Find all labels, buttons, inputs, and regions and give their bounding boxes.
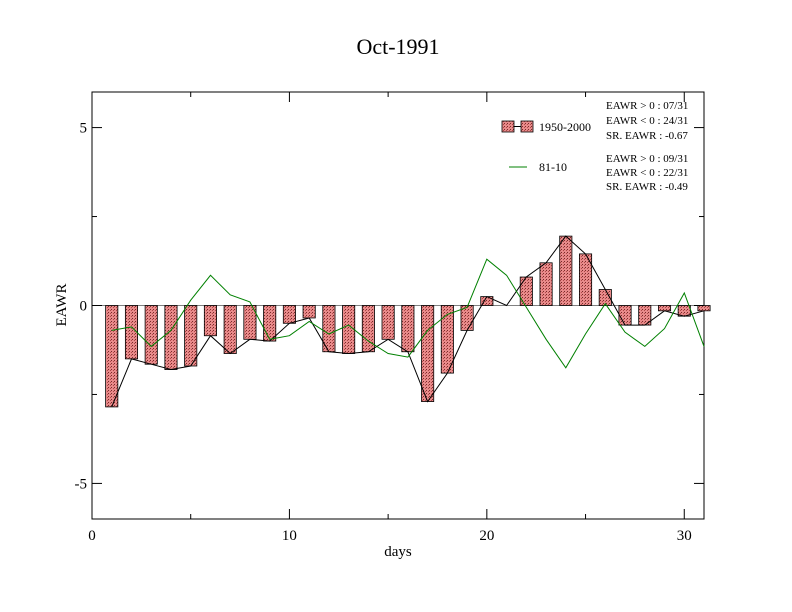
x-axis-label: days bbox=[384, 544, 412, 560]
bar bbox=[302, 305, 316, 319]
bar bbox=[124, 305, 139, 360]
legend-swatch-bars-1 bbox=[501, 120, 515, 133]
series-81-10-line bbox=[111, 258, 705, 369]
stat-1950-2000-positive: EAWR > 0 : 07/31 bbox=[606, 100, 688, 112]
y-tick-label: -5 bbox=[75, 476, 88, 492]
bar bbox=[559, 235, 573, 306]
stat-1950-2000-sr: SR. EAWR : -0.67 bbox=[606, 130, 688, 142]
bar bbox=[105, 305, 119, 408]
x-tick-label: 10 bbox=[282, 528, 297, 544]
bar bbox=[342, 305, 356, 354]
bar bbox=[361, 305, 375, 353]
bar bbox=[421, 305, 435, 402]
stat-81-10-sr: SR. EAWR : -0.49 bbox=[606, 181, 688, 193]
bar bbox=[657, 305, 672, 312]
bar bbox=[282, 305, 296, 324]
bar bbox=[203, 305, 217, 337]
bar bbox=[144, 305, 158, 365]
bar bbox=[381, 305, 395, 340]
bar bbox=[223, 305, 237, 354]
bar bbox=[697, 305, 711, 312]
legend-label-1950-2000: 1950-2000 bbox=[539, 120, 591, 134]
legend-swatch-bars-2 bbox=[520, 120, 534, 133]
stat-81-10-positive: EAWR > 0 : 09/31 bbox=[606, 153, 688, 165]
bar bbox=[618, 305, 632, 326]
series-1950-2000-line bbox=[111, 235, 705, 408]
bar bbox=[539, 262, 553, 306]
y-tick-label: 5 bbox=[80, 121, 88, 137]
stat-1950-2000-negative: EAWR < 0 : 24/31 bbox=[606, 115, 688, 127]
bar bbox=[184, 305, 198, 367]
bar bbox=[164, 305, 178, 370]
y-tick-label: 0 bbox=[80, 299, 88, 315]
chart-title: Oct-1991 bbox=[356, 34, 439, 59]
y-axis-label: EAWR bbox=[54, 284, 70, 327]
x-tick-label: 30 bbox=[677, 528, 692, 544]
bar bbox=[401, 305, 415, 353]
x-tick-label: 0 bbox=[88, 528, 96, 544]
bar bbox=[263, 305, 277, 342]
legend-label-81-10: 81-10 bbox=[539, 160, 567, 174]
stat-81-10-negative: EAWR < 0 : 22/31 bbox=[606, 167, 688, 179]
x-tick-label: 20 bbox=[479, 528, 494, 544]
legend: 1950-2000 81-10 EAWR > 0 : 07/31 EAWR < … bbox=[501, 100, 688, 193]
